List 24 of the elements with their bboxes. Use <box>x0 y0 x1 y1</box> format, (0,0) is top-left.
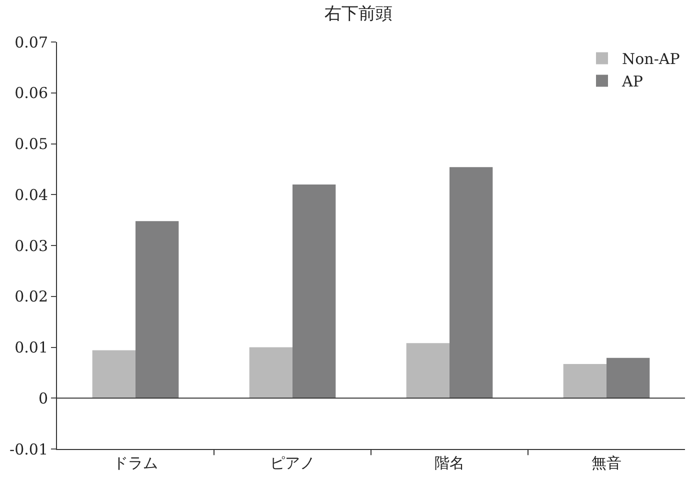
x-tick-label: 階名 <box>434 454 464 472</box>
x-tick-label: ドラム <box>113 454 158 472</box>
y-tick-label: 0.07 <box>14 33 48 52</box>
bar <box>406 343 450 398</box>
legend-label: AP <box>621 72 643 91</box>
x-tick-label: ピアノ <box>270 454 315 472</box>
bar <box>136 221 179 398</box>
y-tick-label: 0 <box>38 389 48 408</box>
bar <box>249 347 292 398</box>
bar <box>450 167 493 398</box>
y-tick-label: -0.01 <box>10 440 48 458</box>
x-tick-label: 無音 <box>592 454 622 472</box>
y-tick-label: 0.02 <box>14 288 48 306</box>
y-tick-label: 0.01 <box>14 338 48 356</box>
bar <box>292 184 336 398</box>
legend-label: Non-AP <box>622 50 680 68</box>
y-tick-label: 0.05 <box>14 135 48 153</box>
y-tick-label: 0.04 <box>14 186 48 204</box>
chart-title: 右下前頭 <box>324 4 392 24</box>
bar <box>606 358 650 398</box>
bar <box>563 364 606 398</box>
bar <box>92 350 136 398</box>
y-tick-label: 0.03 <box>14 236 48 255</box>
y-tick-label: 0.06 <box>14 84 48 102</box>
